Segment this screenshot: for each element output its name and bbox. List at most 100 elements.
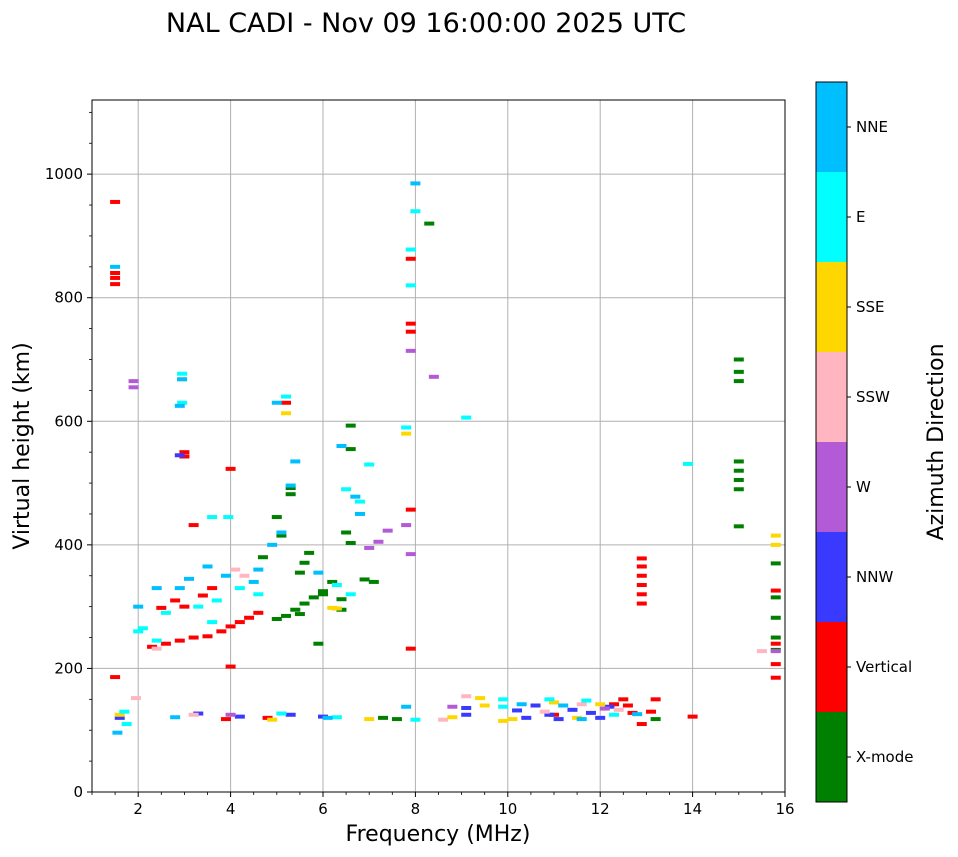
x-tick-label: 10 xyxy=(498,800,517,818)
echo-point xyxy=(401,425,412,430)
echo-point xyxy=(770,588,781,593)
echo-point xyxy=(234,620,245,625)
colorbar-label: W xyxy=(856,478,871,496)
x-axis-ticks: 2 4 6 8 10 12 14 16 xyxy=(91,792,795,818)
echo-point xyxy=(267,542,278,547)
echo-point xyxy=(174,453,185,458)
echo-point xyxy=(128,379,139,384)
echo-point xyxy=(373,539,384,544)
colorbar-segment xyxy=(816,352,847,442)
echo-point xyxy=(285,483,296,488)
echo-point xyxy=(225,712,236,717)
echo-point xyxy=(405,507,416,512)
echo-point xyxy=(733,468,744,473)
echo-point xyxy=(211,598,222,603)
echo-point xyxy=(428,374,439,379)
echo-point xyxy=(177,400,188,405)
echo-point xyxy=(549,700,559,705)
echo-point xyxy=(733,487,744,492)
echo-point xyxy=(318,589,328,594)
colorbar-label: X-mode xyxy=(856,748,913,766)
echo-point xyxy=(401,704,412,709)
echo-point xyxy=(544,712,555,717)
echo-point xyxy=(290,459,301,464)
echo-point xyxy=(114,715,125,720)
echo-point xyxy=(188,523,199,528)
echo-point xyxy=(733,357,744,362)
x-tick-label: 16 xyxy=(775,800,794,818)
echo-point xyxy=(359,577,370,582)
echo-point xyxy=(299,601,310,606)
echo-point xyxy=(244,615,255,620)
echo-point xyxy=(512,708,523,713)
echo-point xyxy=(636,583,647,588)
echo-point xyxy=(354,511,365,516)
echo-point xyxy=(770,675,781,680)
echo-point xyxy=(197,593,208,598)
echo-point xyxy=(595,702,606,707)
x-tick-label: 4 xyxy=(226,800,236,818)
echo-point xyxy=(170,715,181,720)
echo-point xyxy=(234,586,245,591)
echo-point xyxy=(285,486,296,491)
echo-point xyxy=(137,626,148,631)
echo-point xyxy=(391,717,402,722)
echo-point xyxy=(770,595,781,600)
echo-point xyxy=(405,283,416,288)
echo-point xyxy=(585,710,596,715)
echo-point xyxy=(558,703,569,708)
echo-point xyxy=(405,321,416,326)
echo-point xyxy=(225,624,236,629)
echo-point xyxy=(331,715,342,720)
echo-point xyxy=(636,601,647,606)
echo-point xyxy=(770,635,781,640)
echo-point xyxy=(331,606,342,611)
echo-point xyxy=(479,703,490,708)
echo-point xyxy=(544,697,555,702)
x-axis-label: Frequency (MHz) xyxy=(346,822,531,847)
echo-point xyxy=(636,556,647,561)
echo-point xyxy=(276,530,287,535)
echo-point xyxy=(160,641,171,646)
colorbar-segment xyxy=(816,262,847,352)
y-tick-label: 200 xyxy=(54,659,83,677)
echo-point xyxy=(225,466,236,471)
echo-point xyxy=(160,610,171,615)
echo-point xyxy=(354,499,365,504)
echo-point xyxy=(121,722,132,727)
colorbar-label: NNE xyxy=(856,118,888,136)
echo-point xyxy=(733,524,744,529)
echo-point xyxy=(179,450,190,455)
echo-point xyxy=(216,629,227,634)
echo-point xyxy=(364,717,375,722)
echo-point xyxy=(336,444,347,448)
echo-point xyxy=(401,431,412,436)
colorbar-segment xyxy=(816,622,847,712)
echo-point xyxy=(281,394,292,399)
echo-point xyxy=(271,400,282,405)
echo-point xyxy=(294,612,305,617)
echo-point xyxy=(530,703,541,708)
echo-point xyxy=(327,579,338,584)
y-axis-label: Virtual height (km) xyxy=(10,342,35,549)
echo-point xyxy=(521,715,532,720)
echo-point xyxy=(318,592,328,597)
colorbar-title: Azimuth Direction xyxy=(924,343,949,540)
echo-point xyxy=(576,702,587,707)
colorbar-segment xyxy=(816,82,847,172)
echo-point xyxy=(595,715,606,720)
echo-point xyxy=(516,702,527,707)
echo-point xyxy=(567,707,578,712)
echo-point xyxy=(405,329,416,334)
echo-point xyxy=(110,275,121,280)
y-tick-label: 0 xyxy=(73,783,83,801)
echo-point xyxy=(461,694,472,699)
echo-point xyxy=(424,221,435,226)
colorbar-label: Vertical xyxy=(856,658,912,676)
echo-point xyxy=(207,586,218,591)
echo-point xyxy=(112,730,123,735)
echo-point xyxy=(276,711,287,716)
echo-point xyxy=(733,477,744,482)
echo-point xyxy=(364,462,375,467)
